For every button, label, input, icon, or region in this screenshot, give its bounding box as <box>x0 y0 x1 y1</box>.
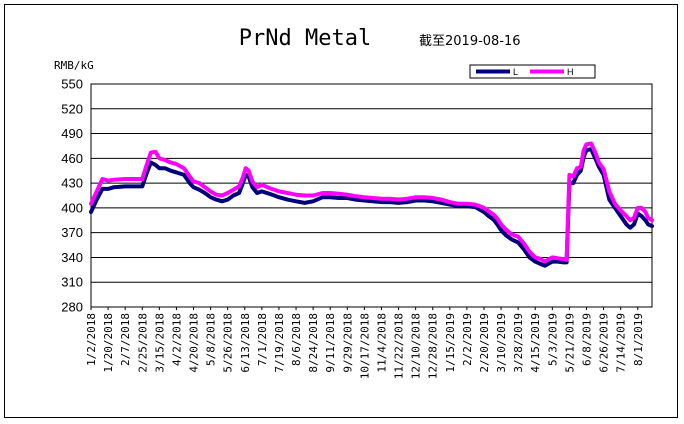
x-tick-label: 2/25/2018 <box>136 313 149 373</box>
y-tick-label: 370 <box>61 225 83 240</box>
x-tick-label: 1/15/2019 <box>444 313 457 373</box>
y-tick-label: 550 <box>61 77 83 92</box>
legend-label-L: L <box>513 67 518 77</box>
x-tick-label: 8/24/2018 <box>307 313 320 373</box>
x-tick-label: 6/26/2019 <box>598 313 611 373</box>
x-tick-label: 5/21/2019 <box>563 313 576 373</box>
chart-frame <box>4 4 678 418</box>
y-tick-label: 520 <box>61 101 83 116</box>
x-tick-label: 12/10/2018 <box>410 313 423 379</box>
x-tick-label: 12/28/2018 <box>427 313 440 379</box>
y-axis-ticks: 280 310 340 370 400 430 460 490 520 550 <box>61 77 83 315</box>
x-tick-label: 7/1/2018 <box>256 313 269 366</box>
chart-title: PrNd Metal <box>239 26 371 51</box>
plot-area <box>90 83 653 308</box>
x-tick-label: 2/2/2019 <box>461 313 474 366</box>
y-tick-label: 340 <box>61 250 83 265</box>
x-tick-label: 8/1/2019 <box>632 313 645 366</box>
x-tick-label: 4/2/2018 <box>170 313 183 366</box>
y-tick-label: 490 <box>61 126 83 141</box>
y-tick-label: 430 <box>61 176 83 191</box>
x-tick-label: 5/26/2018 <box>222 313 235 373</box>
x-tick-label: 11/4/2018 <box>375 313 388 373</box>
x-tick-label: 8/6/2018 <box>290 313 303 366</box>
x-tick-label: 4/15/2019 <box>529 313 542 373</box>
x-tick-label: 2/20/2019 <box>478 313 491 373</box>
x-tick-label: 2/7/2018 <box>119 313 132 366</box>
x-tick-label: 11/22/2018 <box>393 313 406 379</box>
gridlines <box>90 83 653 308</box>
x-tick-label: 1/2/2018 <box>85 313 98 366</box>
series-lines <box>89 141 654 268</box>
x-tick-label: 7/19/2018 <box>273 313 286 373</box>
x-axis-ticks: 1/2/2018 1/20/2018 2/7/2018 2/25/2018 3/15/2… <box>85 307 645 379</box>
x-tick-label: 3/10/2019 <box>495 313 508 373</box>
chart-subtitle: 截至2019-08-16 <box>419 34 521 49</box>
series-line-H <box>89 141 654 264</box>
x-tick-label: 9/11/2018 <box>324 313 337 373</box>
x-tick-label: 9/29/2018 <box>341 313 354 373</box>
x-tick-label: 5/8/2018 <box>205 313 218 366</box>
x-tick-label: 6/13/2018 <box>239 313 252 373</box>
x-tick-label: 3/28/2019 <box>512 313 525 373</box>
x-tick-label: 10/17/2018 <box>358 313 371 379</box>
x-tick-label: 6/8/2019 <box>581 313 594 366</box>
x-tick-label: 4/20/2018 <box>188 313 201 373</box>
x-tick-label: 5/3/2019 <box>546 313 559 366</box>
legend-label-H: H <box>567 67 574 77</box>
y-tick-label: 280 <box>61 300 83 315</box>
x-tick-label: 1/20/2018 <box>102 313 115 373</box>
x-tick-label: 3/15/2018 <box>153 313 166 373</box>
y-axis-unit-label: RMB/kG <box>54 59 94 72</box>
x-tick-label: 7/14/2019 <box>615 313 628 373</box>
y-tick-label: 400 <box>61 200 83 215</box>
y-tick-label: 460 <box>61 151 83 166</box>
y-tick-label: 310 <box>61 275 83 290</box>
